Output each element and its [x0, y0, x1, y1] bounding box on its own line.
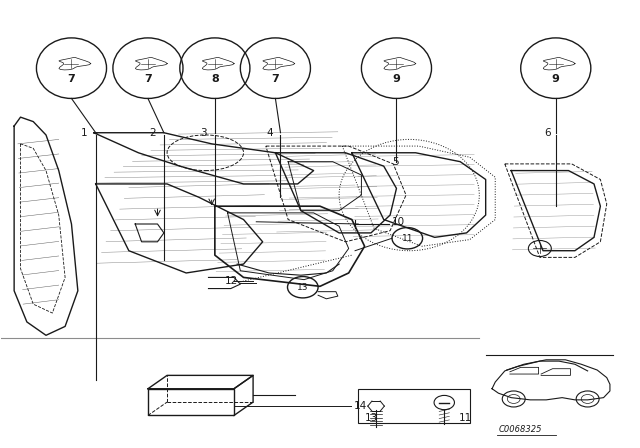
Text: 8: 8	[211, 74, 219, 84]
Text: C0068325: C0068325	[499, 425, 542, 434]
Text: 7: 7	[144, 74, 152, 84]
Text: 7: 7	[68, 74, 76, 84]
Text: 3: 3	[200, 128, 207, 138]
Text: 5: 5	[392, 157, 399, 167]
Text: 12: 12	[225, 276, 239, 286]
Text: 9: 9	[552, 74, 560, 84]
Text: 6: 6	[545, 128, 551, 138]
Text: 10: 10	[392, 217, 405, 227]
Text: 13: 13	[365, 413, 378, 423]
Text: 2: 2	[150, 128, 156, 138]
Text: 11: 11	[459, 413, 472, 423]
Text: 7: 7	[271, 74, 279, 84]
Text: 13: 13	[297, 283, 308, 292]
Text: 11: 11	[401, 234, 413, 243]
Text: 14: 14	[354, 401, 367, 411]
Text: 4: 4	[266, 128, 273, 138]
Text: 1: 1	[81, 128, 88, 138]
Text: 9: 9	[392, 74, 401, 84]
